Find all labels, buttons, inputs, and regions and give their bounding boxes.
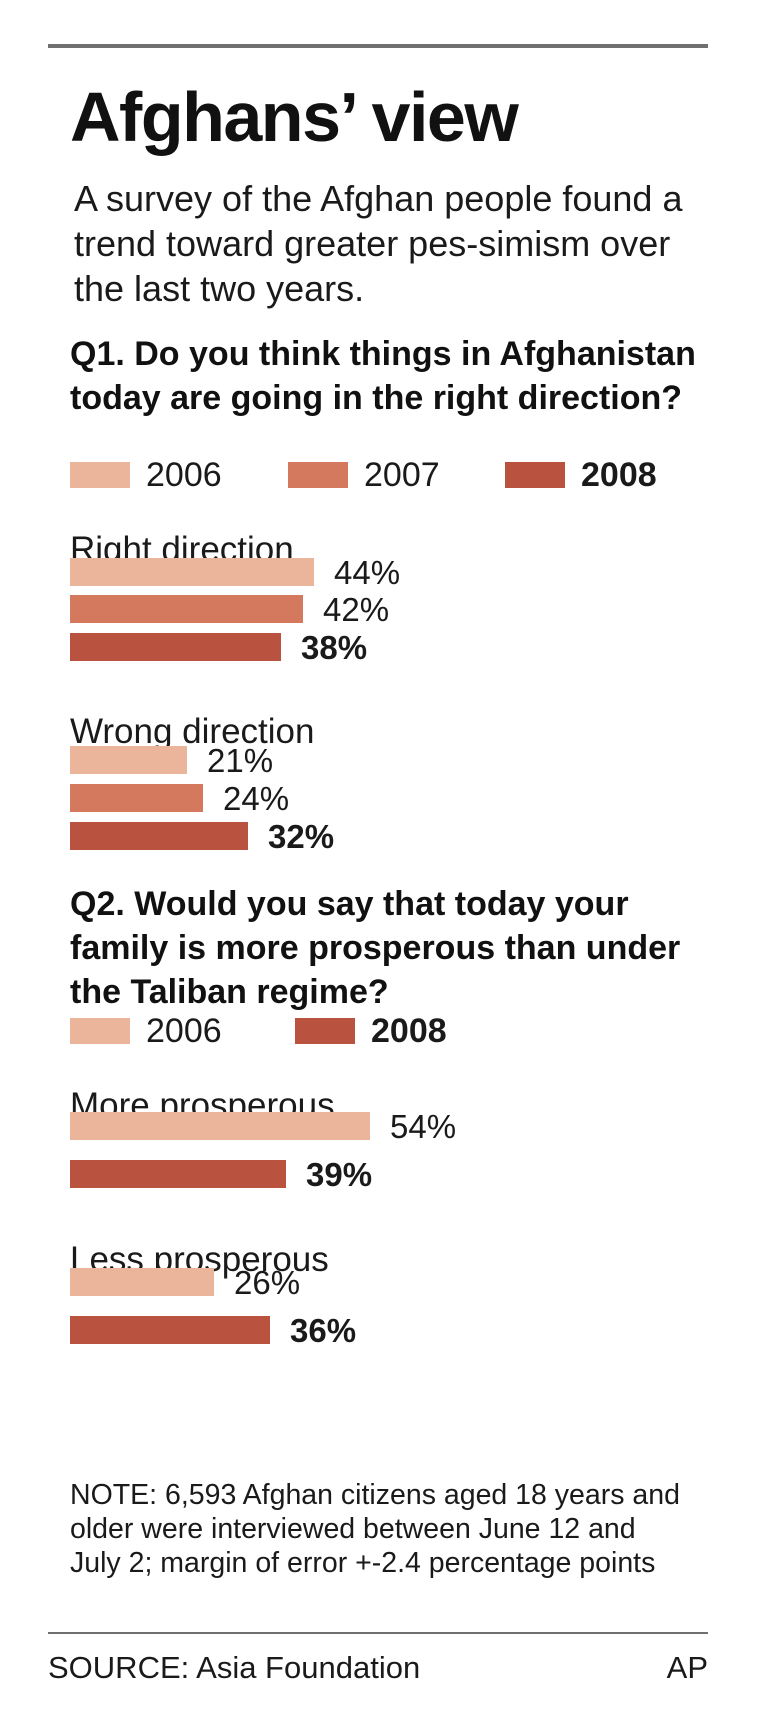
data-label: 39% <box>306 1156 373 1193</box>
legend-swatch <box>70 1018 130 1044</box>
data-label: 32% <box>268 818 335 855</box>
legend-swatch <box>288 462 348 488</box>
data-label: 26% <box>234 1264 301 1301</box>
bar-2008 <box>70 1316 270 1344</box>
category-label: Wrong direction <box>70 712 315 751</box>
agency-credit: AP <box>666 1650 708 1685</box>
data-label: 42% <box>323 591 390 628</box>
legend-label: 2007 <box>364 456 440 494</box>
bar-2007 <box>70 784 203 812</box>
intro-text: A survey of the Afghan people found a tr… <box>74 178 683 309</box>
legend-label: 2008 <box>581 456 657 494</box>
note-text: NOTE: 6,593 Afghan citizens aged 18 year… <box>70 1479 680 1579</box>
data-label: 24% <box>223 780 290 817</box>
legend-item-2006: 2006 <box>70 458 222 492</box>
question-title: Q1. Do you think things in Afghanistan t… <box>70 335 696 417</box>
legend-item-2008: 2008 <box>295 1014 447 1048</box>
bar-2008 <box>70 1160 286 1188</box>
bar-2008 <box>70 633 281 661</box>
bar-2006 <box>70 746 187 774</box>
data-label: 54% <box>390 1108 457 1145</box>
top-rule <box>48 44 708 48</box>
data-label: 21% <box>207 742 274 779</box>
legend-swatch <box>505 462 565 488</box>
page-title: Afghans’ view <box>70 78 519 156</box>
legend-label: 2006 <box>146 456 222 494</box>
bar-2008 <box>70 822 248 850</box>
legend-label: 2006 <box>146 1012 222 1050</box>
bar-2006 <box>70 1112 370 1140</box>
legend-item-2008: 2008 <box>505 458 657 492</box>
data-label: 44% <box>334 554 401 591</box>
legend-label: 2008 <box>371 1012 447 1050</box>
data-label: 38% <box>301 629 368 666</box>
data-label: 36% <box>290 1312 357 1349</box>
legend-swatch <box>295 1018 355 1044</box>
bar-2006 <box>70 558 314 586</box>
source-credit: SOURCE: Asia Foundation <box>48 1650 421 1685</box>
bar-2007 <box>70 595 303 623</box>
bottom-rule <box>48 1632 708 1634</box>
question-title: Q2. Would you say that today your family… <box>70 885 681 1011</box>
legend-swatch <box>70 462 130 488</box>
bar-2006 <box>70 1268 214 1296</box>
legend-item-2007: 2007 <box>288 458 440 492</box>
legend-item-2006: 2006 <box>70 1014 222 1048</box>
